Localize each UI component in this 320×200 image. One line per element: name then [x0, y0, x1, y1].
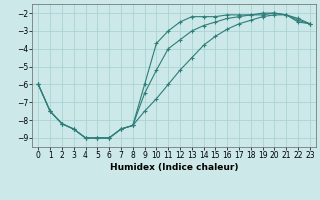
X-axis label: Humidex (Indice chaleur): Humidex (Indice chaleur)	[110, 163, 238, 172]
